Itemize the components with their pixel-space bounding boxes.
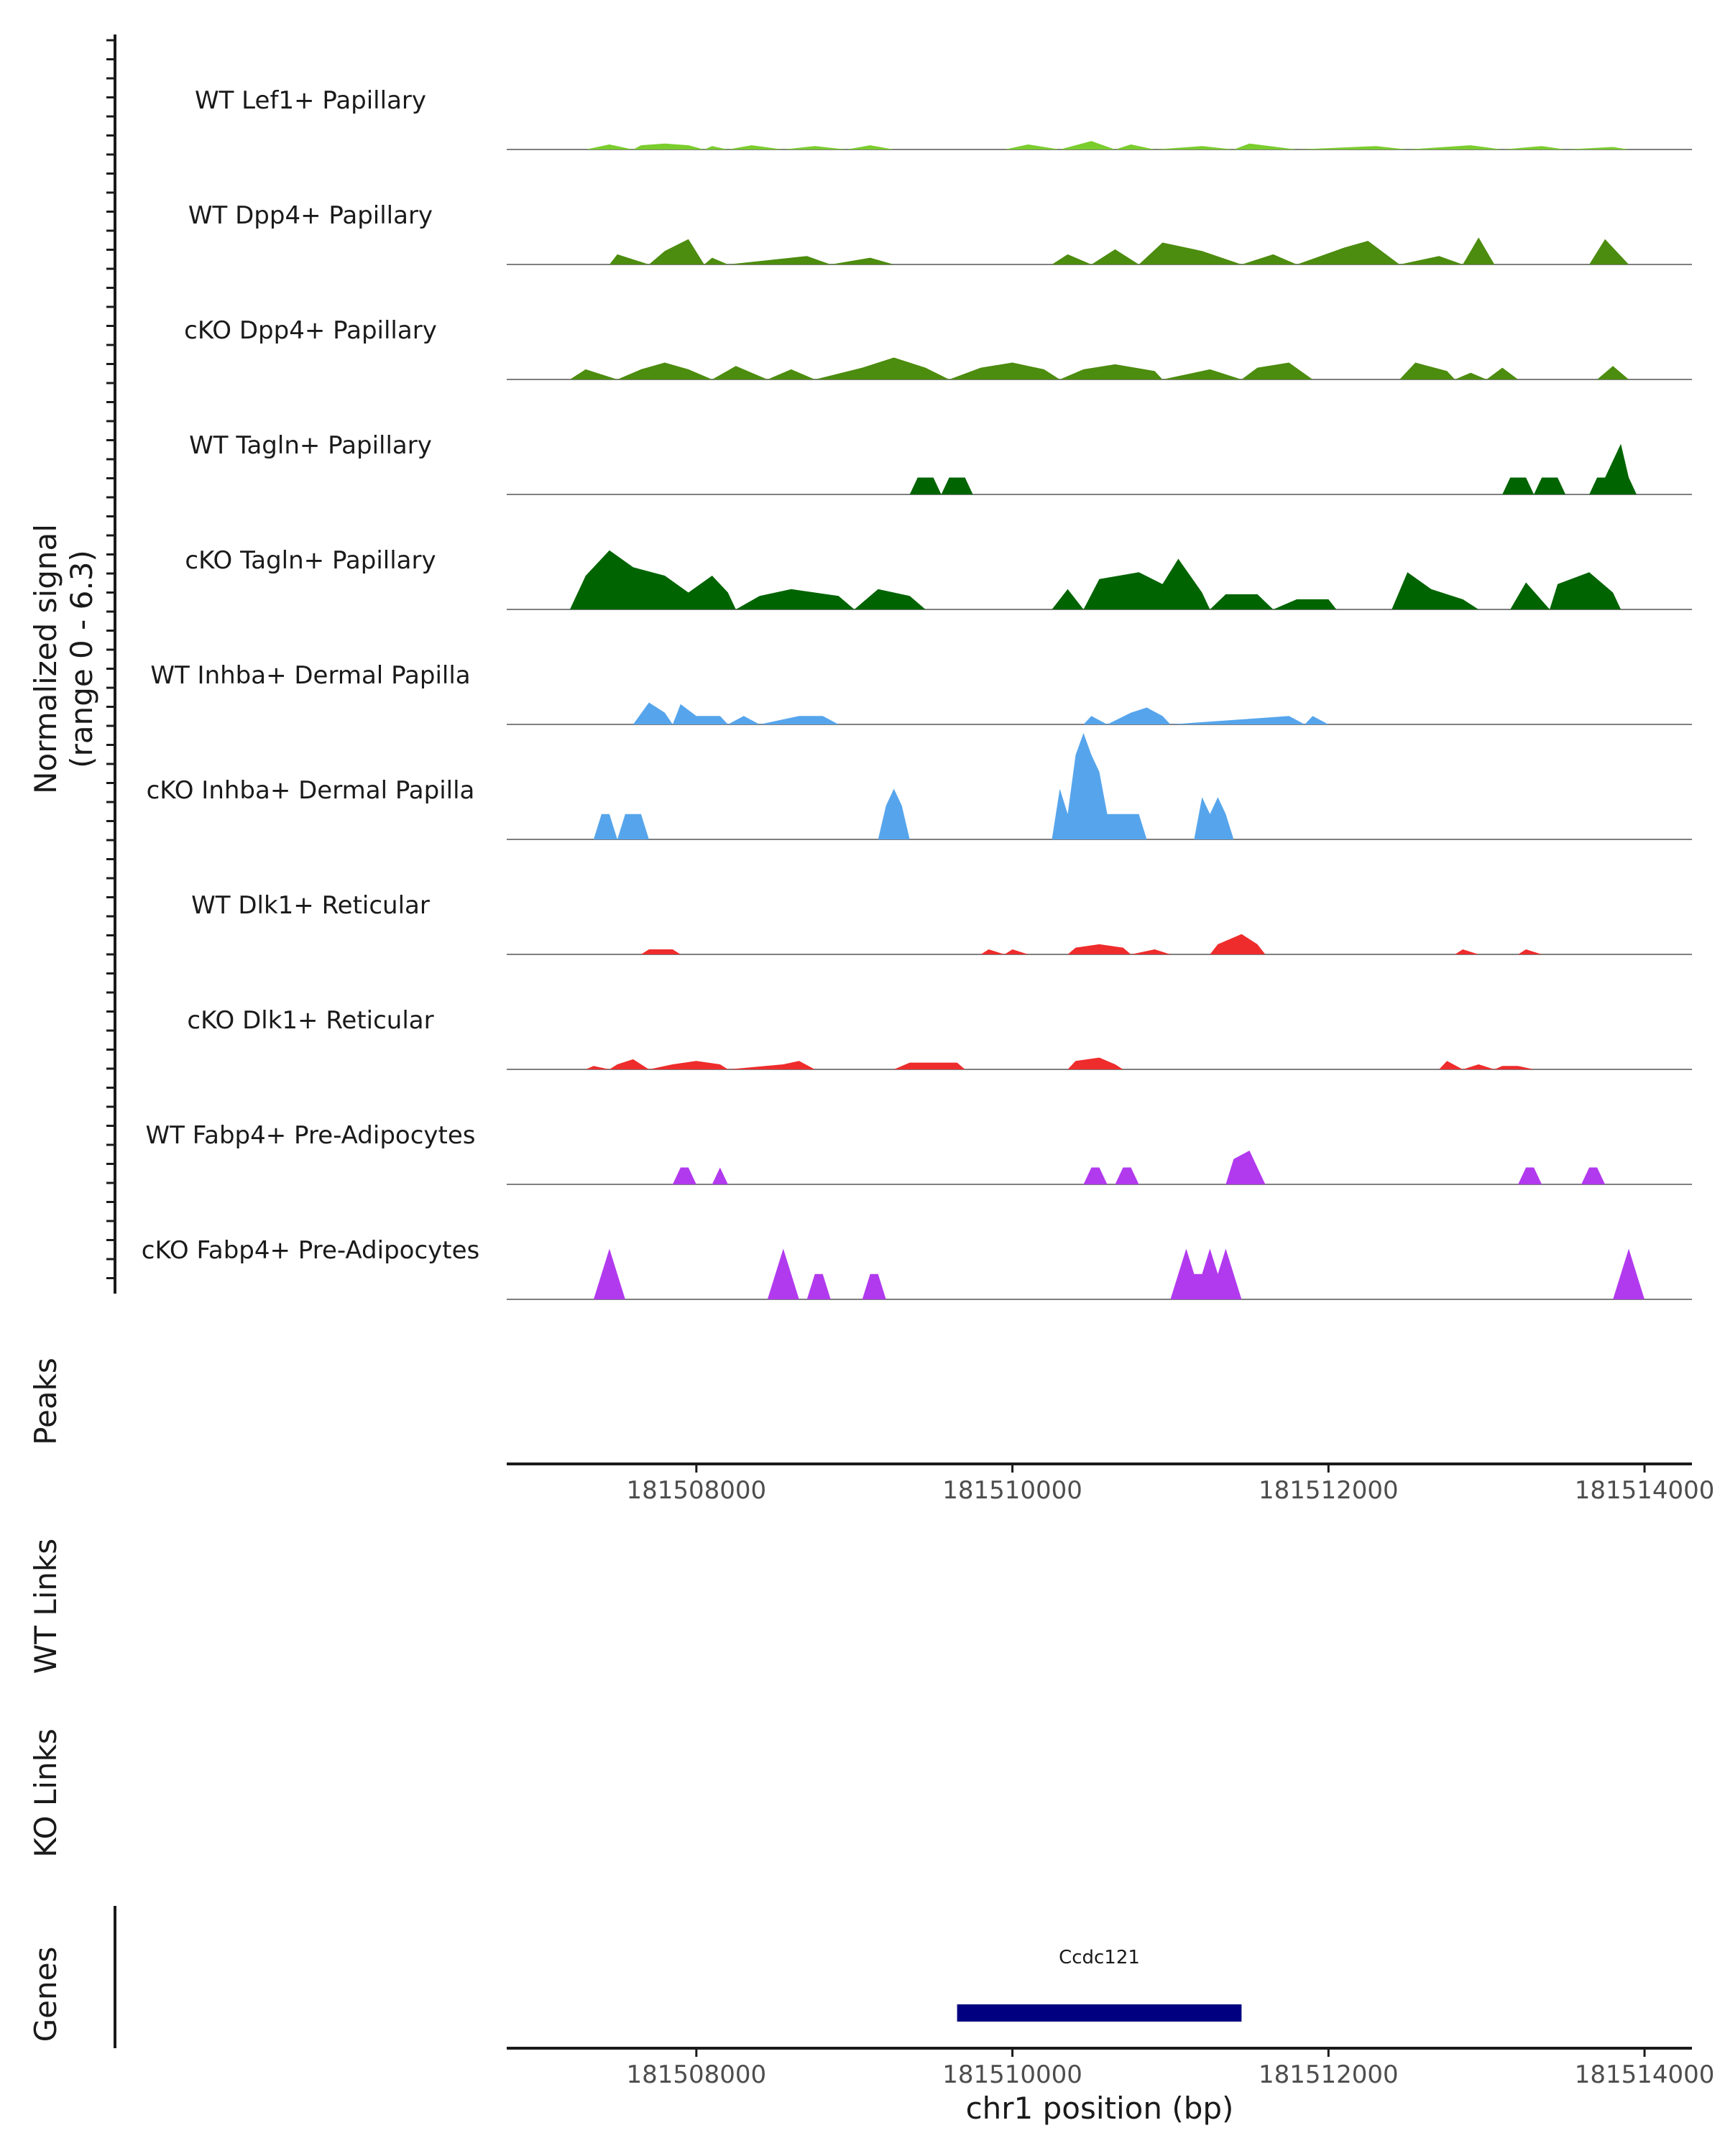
track-label: cKO Dpp4+ Papillary bbox=[184, 316, 437, 345]
genes-panel-label: Genes bbox=[28, 1947, 63, 2042]
track-wt-fabp4-pre-adipocytes: WT Fabp4+ Pre-Adipocytes bbox=[146, 1121, 1692, 1185]
peaks-panel-label: Peaks bbox=[28, 1358, 63, 1445]
coverage-area bbox=[585, 1057, 1535, 1069]
x-tick-label: 181514000 bbox=[1575, 2060, 1715, 2089]
track-label: cKO Fabp4+ Pre-Adipocytes bbox=[142, 1236, 480, 1265]
track-label: WT Tagln+ Papillary bbox=[189, 431, 432, 460]
track-label: WT Fabp4+ Pre-Adipocytes bbox=[146, 1121, 476, 1150]
track-cko-tagln-papillary: cKO Tagln+ Papillary bbox=[185, 546, 1692, 610]
track-label: WT Dlk1+ Reticular bbox=[191, 891, 430, 920]
track-wt-inhba-dermal-papilla: WT Inhba+ Dermal Papilla bbox=[150, 661, 1692, 725]
coverage-tracks: WT Lef1+ Papillary WT Dpp4+ Papillary cKO … bbox=[142, 86, 1692, 1300]
signal-axis-range: (range 0 - 6.3) bbox=[64, 550, 99, 768]
coverage-area bbox=[672, 1151, 1606, 1184]
track-label: WT Lef1+ Papillary bbox=[195, 86, 426, 115]
track-wt-dpp4-papillary: WT Dpp4+ Papillary bbox=[188, 201, 1692, 265]
gene-label: Ccdc121 bbox=[1059, 1947, 1140, 1968]
x-axis-title: chr1 position (bp) bbox=[966, 2091, 1234, 2126]
x-tick-label: 181510000 bbox=[942, 2060, 1082, 2089]
track-label: WT Dpp4+ Papillary bbox=[188, 201, 433, 230]
signal-axis-title: Normalized signal bbox=[28, 524, 63, 794]
track-label: cKO Tagln+ Papillary bbox=[185, 546, 436, 575]
coverage-area bbox=[640, 934, 1542, 954]
x-tick-label: 181514000 bbox=[1575, 1476, 1715, 1505]
track-label: cKO Inhba+ Dermal Papilla bbox=[147, 776, 475, 805]
x-tick-label: 181510000 bbox=[942, 1476, 1082, 1505]
track-label: cKO Dlk1+ Reticular bbox=[187, 1006, 433, 1035]
genes-x-axis-ticks: 181508000 181510000 181512000 181514000 bbox=[626, 2048, 1714, 2089]
x-tick-label: 181508000 bbox=[626, 1476, 766, 1505]
coverage-area bbox=[593, 733, 1234, 839]
signal-axis-ticks bbox=[106, 39, 115, 1279]
x-tick-label: 181512000 bbox=[1259, 2060, 1399, 2089]
wt-links-panel-label: WT Links bbox=[28, 1539, 63, 1674]
coverage-area bbox=[593, 1248, 1644, 1299]
track-label: WT Inhba+ Dermal Papilla bbox=[150, 661, 470, 690]
track-wt-tagln-papillary: WT Tagln+ Papillary bbox=[189, 431, 1692, 495]
peaks-x-axis-ticks: 181508000 181510000 181512000 181514000 bbox=[626, 1464, 1714, 1505]
gene-bar-ccdc121 bbox=[957, 2004, 1242, 2022]
coverage-area bbox=[632, 702, 1329, 724]
coverage-area bbox=[569, 357, 1629, 379]
ko-links-panel-label: KO Links bbox=[28, 1728, 63, 1858]
track-cko-dlk1-reticular: cKO Dlk1+ Reticular bbox=[187, 1006, 1692, 1070]
track-wt-lef1-papillary: WT Lef1+ Papillary bbox=[195, 86, 1692, 150]
track-cko-dpp4-papillary: cKO Dpp4+ Papillary bbox=[184, 316, 1692, 380]
x-tick-label: 181508000 bbox=[626, 2060, 766, 2089]
track-cko-fabp4-pre-adipocytes: cKO Fabp4+ Pre-Adipocytes bbox=[142, 1236, 1692, 1300]
coverage-area bbox=[609, 237, 1629, 264]
coverage-area bbox=[585, 141, 1629, 149]
track-wt-dlk1-reticular: WT Dlk1+ Reticular bbox=[191, 891, 1692, 955]
track-cko-inhba-dermal-papilla: cKO Inhba+ Dermal Papilla bbox=[147, 733, 1692, 840]
x-tick-label: 181512000 bbox=[1259, 1476, 1399, 1505]
coverage-area bbox=[909, 443, 1637, 494]
coverage-area bbox=[569, 550, 1622, 609]
